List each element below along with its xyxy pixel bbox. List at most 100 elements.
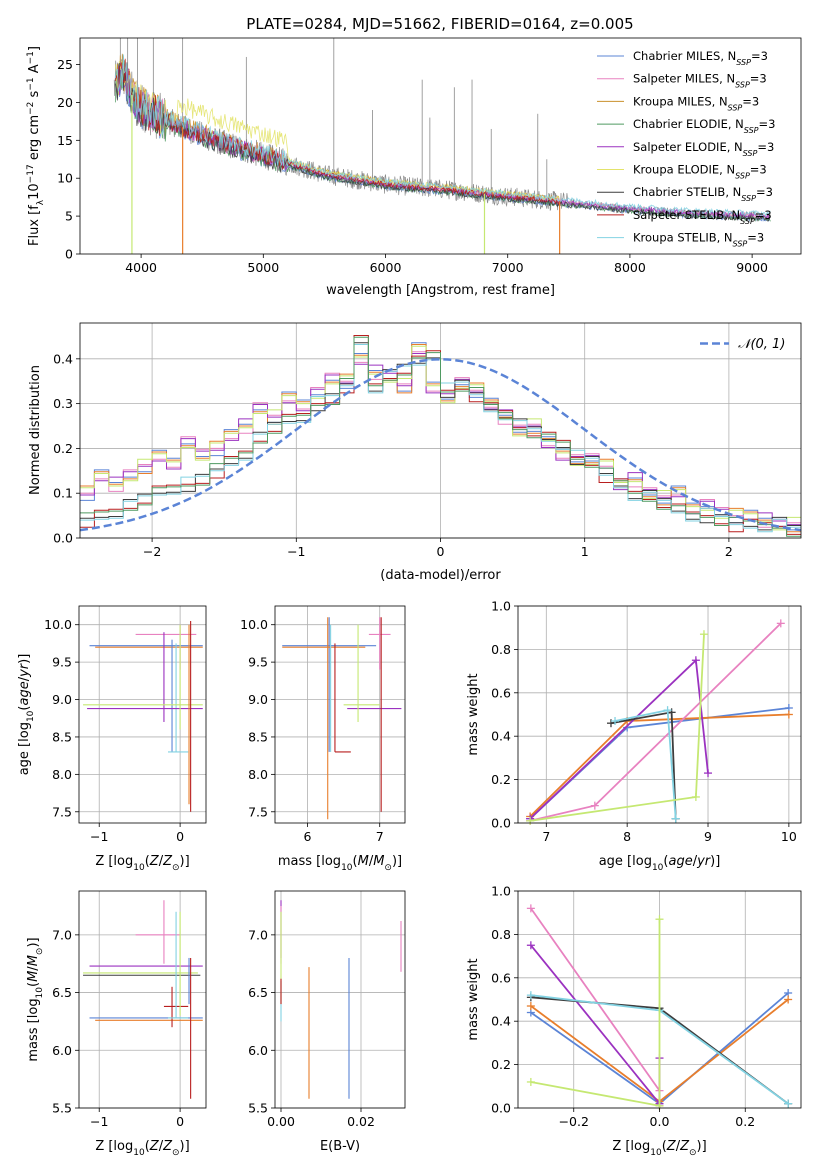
mass-vs-z-xtick-label: −1	[90, 1114, 108, 1129]
spectrum-ytick-label: 15	[57, 133, 73, 148]
mass-vs-ebv-ytick-label: 7.0	[248, 927, 268, 942]
model-spectrum-5	[115, 60, 560, 201]
age-vs-z-ytick-label: 10.0	[44, 617, 72, 632]
spectrum-axes-frame	[79, 37, 802, 255]
age-vs-z-xtick-label: −1	[90, 829, 108, 844]
mass-weight-vs-age-panel: 7 8 9 10 0.0 0.2 0.4 0.6 0.8 1.0 age [log10(age/y…	[466, 599, 802, 873]
age-vs-z-xtick-label: 0	[176, 829, 184, 844]
age-vs-mass-ytick-label: 10.0	[240, 617, 268, 632]
mass-weight-vs-age-xtick-label: 8	[623, 829, 631, 844]
mass-vs-z-ytick-label: 7.0	[52, 927, 72, 942]
mass-weight-vs-z-point-3-0	[526, 941, 535, 950]
age-vs-mass-ytick-label: 9.0	[248, 692, 268, 707]
mass-weight-vs-age-xtick-label: 7	[542, 829, 550, 844]
residual-xtick-label: −2	[143, 544, 161, 559]
gaussian-curve	[80, 358, 801, 532]
mass-weight-vs-z-xtick-label: 0.2	[735, 1114, 755, 1129]
mass-weight-vs-age-point-3-2	[704, 769, 713, 778]
legend-label-0: Chabrier MILES, NSSP=3	[633, 49, 768, 67]
age-vs-z-errorbar-5	[87, 632, 203, 722]
mass-vs-z-xlabel: Z [log10(Z/Z⊙)]	[95, 1139, 189, 1158]
mass-weight-vs-z-ytick-label: 0.2	[491, 1057, 511, 1072]
spectrum-xtick-label: 5000	[247, 260, 279, 275]
age-vs-z-panel: −1 0 7.5 8.0 8.5 9.0 9.5 10.0 Z [log10(Z/Z⊙)] a…	[17, 605, 207, 873]
age-vs-mass-errorbar-3	[334, 643, 351, 753]
mass-vs-z-ylabel: mass [log10(M/M⊙)]	[26, 937, 45, 1061]
mass-weight-vs-z-xlabel: Z [log10(Z/Z⊙)]	[612, 1139, 706, 1158]
mass-weight-vs-age-point-5-0	[611, 717, 620, 726]
mass-weight-vs-z-ytick-label: 0.6	[491, 970, 511, 985]
mass-weight-vs-z-xtick-label: 0.0	[650, 1114, 670, 1129]
mass-weight-vs-age-point-5-1	[663, 706, 672, 715]
age-vs-mass-ytick-label: 8.5	[248, 729, 268, 744]
mass-weight-vs-age-xtick-label: 9	[704, 829, 712, 844]
mass-weight-vs-z-point-5-0	[526, 991, 535, 1000]
residual-legend: 𝒩(0, 1)	[700, 337, 785, 352]
mass-weight-vs-z-ytick-label: 0.8	[491, 927, 511, 942]
mass-weight-vs-z-xtick-label: −0.2	[559, 1114, 589, 1129]
mass-weight-vs-age-point-2-1	[590, 801, 599, 810]
mass-weight-vs-z-panel: −0.2 0.0 0.2 0.0 0.2 0.4 0.6 0.8 1.0 Z [log10(Z/…	[466, 884, 802, 1158]
age-vs-z-ytick-label: 9.0	[52, 692, 72, 707]
mass-vs-ebv-xlabel: E(B-V)	[320, 1139, 360, 1154]
age-vs-mass-axes-frame	[274, 605, 406, 824]
mass-weight-vs-age-point-4-0	[606, 719, 615, 728]
legend-label-7: Salpeter STELIB, NSSP=3	[633, 208, 772, 226]
figure-title: PLATE=0284, MJD=51662, FIBERID=0164, z=0…	[246, 15, 633, 33]
mass-weight-vs-z-point-6-2	[655, 915, 664, 924]
age-vs-mass-panel: 6 7 7.5 8.0 8.5 9.0 9.5 10.0 mass [log10(M/M⊙)]	[240, 605, 406, 873]
spectrum-xtick-label: 6000	[370, 260, 402, 275]
age-vs-z-ytick-label: 8.5	[52, 729, 72, 744]
mass-vs-z-xtick-label: 0	[176, 1114, 184, 1129]
mass-weight-vs-z-ylabel: mass weight	[466, 958, 481, 1040]
mass-vs-ebv-ytick-label: 5.5	[248, 1101, 268, 1116]
age-vs-mass-ytick-label: 8.0	[248, 767, 268, 782]
residual-ytick-label: 0.2	[53, 441, 73, 456]
mass-vs-ebv-axes-frame	[274, 890, 406, 1109]
spectrum-xtick-label: 8000	[614, 260, 646, 275]
mass-weight-vs-age-axes-frame	[517, 605, 802, 824]
age-vs-mass-errorbar-5	[343, 624, 380, 722]
spectrum-panel: 4000 5000 6000 7000 8000 9000 0 5 10 15 20 25 wavel…	[26, 37, 802, 298]
mass-weight-vs-age-point-6-2	[699, 630, 708, 639]
mass-vs-ebv-xtick-label: 0.02	[347, 1114, 375, 1129]
residual-xtick-label: 1	[581, 544, 589, 559]
spectrum-xtick-label: 7000	[492, 260, 524, 275]
mass-vs-ebv-panel: 0.00 0.02 5.5 6.0 6.5 7.0 E(B-V)	[248, 890, 406, 1154]
mass-weight-vs-z-point-1-2	[784, 995, 793, 1004]
age-vs-z-ytick-label: 8.0	[52, 767, 72, 782]
mass-weight-vs-age-ylabel: mass weight	[466, 673, 481, 755]
mass-weight-vs-age-point-4-1	[667, 708, 676, 717]
spectrum-ytick-label: 10	[57, 171, 73, 186]
spectrum-ylabel: Flux [fλ10−17 erg cm−2 s−1 A−1]	[26, 46, 46, 246]
model-spectrum-6	[115, 62, 771, 222]
spectrum-xlabel: wavelength [Angstrom, rest frame]	[326, 283, 555, 298]
age-vs-mass-xlabel: mass [log10(M/M⊙)]	[278, 854, 402, 873]
legend-label-3: Chabrier ELODIE, NSSP=3	[633, 117, 775, 135]
age-vs-z-ylabel: age [log10(age/yr)]	[17, 654, 36, 776]
mass-vs-z-ytick-label: 5.5	[52, 1101, 72, 1116]
mass-vs-z-ytick-label: 6.5	[52, 985, 72, 1000]
mass-vs-z-axes-frame	[78, 890, 207, 1109]
legend-label-4: Salpeter ELODIE, NSSP=3	[633, 140, 774, 158]
mass-weight-vs-z-ytick-label: 1.0	[491, 884, 511, 899]
residual-xtick-label: −1	[287, 544, 305, 559]
mass-vs-z-errorbar-7	[167, 911, 189, 1019]
legend-label-5: Kroupa ELODIE, NSSP=3	[633, 163, 767, 181]
mass-weight-vs-age-ytick-label: 0.4	[491, 729, 511, 744]
age-vs-z-axes-frame	[78, 605, 207, 824]
residual-xlabel: (data-model)/error	[380, 568, 501, 583]
mass-vs-ebv-ytick-label: 6.0	[248, 1043, 268, 1058]
mass-weight-vs-age-point-3-1	[691, 656, 700, 665]
age-vs-mass-errorbar-0	[282, 617, 377, 752]
mass-weight-vs-age-ytick-label: 0.6	[491, 685, 511, 700]
mass-weight-vs-z-ytick-label: 0.0	[491, 1101, 511, 1116]
age-vs-mass-ytick-label: 7.5	[248, 804, 268, 819]
spectrum-xtick-label: 9000	[736, 260, 768, 275]
mass-weight-vs-age-ytick-label: 0.0	[491, 816, 511, 831]
spectrum-lines	[113, 38, 771, 254]
mass-weight-vs-age-ytick-label: 0.2	[491, 772, 511, 787]
mass-weight-vs-z-point-5-2	[784, 1099, 793, 1108]
residual-hist-1-3	[80, 336, 801, 537]
age-vs-mass-xtick-label: 6	[304, 829, 312, 844]
